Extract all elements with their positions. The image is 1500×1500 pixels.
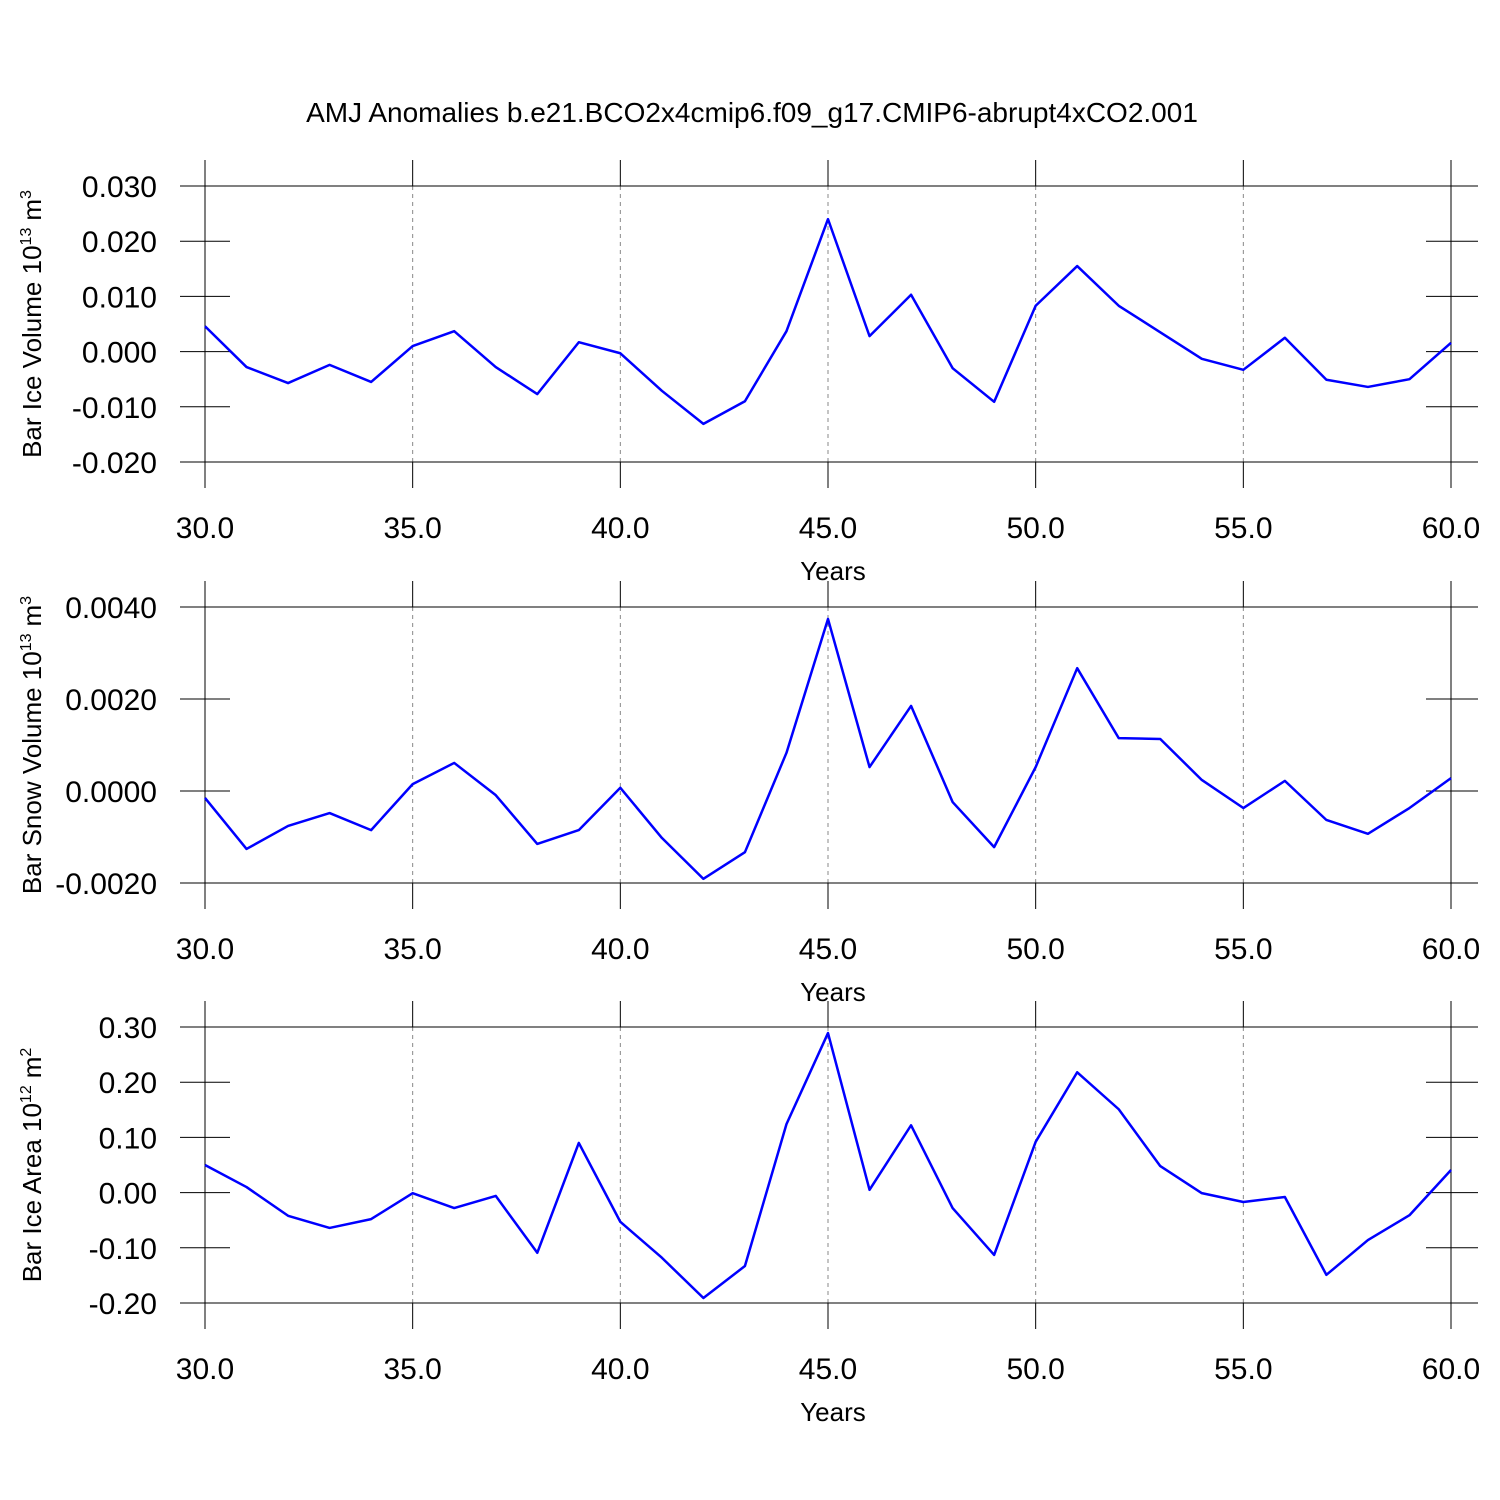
x-tick-label: 60.0: [1422, 933, 1480, 966]
y-tick-label: -0.0020: [55, 868, 157, 901]
x-tick-label: 60.0: [1422, 1353, 1480, 1386]
y-label-unit: m: [17, 1057, 47, 1079]
y-axis-label: Bar Ice Volume 1013 m3: [17, 190, 47, 458]
data-line: [204, 617, 1452, 881]
x-axis-label: Years: [800, 556, 866, 586]
y-label-exp: 13: [18, 228, 35, 246]
y-tick-label: 0.10: [99, 1122, 157, 1155]
x-tick-label: 55.0: [1214, 512, 1272, 545]
panel: 30.0 35.0 40.0 45.0 50.0 55.0 60.0 0.0040 0.0020…: [17, 581, 1480, 1007]
panel: 30.0 35.0 40.0 45.0 50.0 55.0 60.0 0.030 0.020 0.…: [17, 160, 1480, 586]
x-tick-label: 45.0: [799, 1353, 857, 1386]
x-tick-label: 40.0: [591, 933, 649, 966]
y-label-unit: m: [17, 199, 47, 221]
y-label-exp: 13: [18, 633, 35, 651]
panel: 30.0 35.0 40.0 45.0 50.0 55.0 60.0 0.30 0.20 0.10…: [17, 1001, 1480, 1427]
y-label-text: Bar Ice Area 10: [17, 1103, 47, 1282]
y-tick-label: -0.020: [72, 447, 157, 480]
y-tick-label: -0.10: [89, 1233, 157, 1266]
x-tick-label: 50.0: [1006, 933, 1064, 966]
data-line: [204, 1031, 1452, 1300]
x-tick-label: 30.0: [176, 1353, 234, 1386]
y-tick-label: 0.20: [99, 1067, 157, 1100]
x-axis-label: Years: [800, 1397, 866, 1427]
data-line: [204, 217, 1452, 426]
x-tick-label: 40.0: [591, 1353, 649, 1386]
x-tick-label: 40.0: [591, 512, 649, 545]
y-tick-label: 0.030: [82, 171, 157, 204]
x-tick-label: 55.0: [1214, 933, 1272, 966]
y-label-unit-exp: 2: [18, 1048, 35, 1057]
y-tick-label: -0.20: [89, 1288, 157, 1321]
y-tick-label: 0.010: [82, 281, 157, 314]
x-tick-label: 50.0: [1006, 512, 1064, 545]
y-label-text: Bar Snow Volume 10: [17, 651, 47, 894]
x-tick-label: 35.0: [383, 933, 441, 966]
x-axis-label: Years: [800, 977, 866, 1007]
y-label-unit-exp: 3: [18, 596, 35, 605]
y-tick-label: 0.000: [82, 337, 157, 370]
x-tick-label: 50.0: [1006, 1353, 1064, 1386]
y-axis-label: Bar Snow Volume 1013 m3: [17, 596, 47, 894]
y-axis-label: Bar Ice Area 1012 m2: [17, 1048, 47, 1283]
y-tick-label: 0.0040: [65, 592, 157, 625]
y-label-unit: m: [17, 605, 47, 627]
x-tick-label: 45.0: [799, 512, 857, 545]
y-label-unit-exp: 3: [18, 190, 35, 199]
y-tick-label: 0.30: [99, 1012, 157, 1045]
y-label-exp: 12: [18, 1085, 35, 1103]
x-tick-label: 60.0: [1422, 512, 1480, 545]
y-tick-label: 0.0020: [65, 684, 157, 717]
x-tick-label: 55.0: [1214, 1353, 1272, 1386]
x-tick-label: 35.0: [383, 1353, 441, 1386]
x-tick-label: 30.0: [176, 512, 234, 545]
y-label-text: Bar Ice Volume 10: [17, 245, 47, 457]
x-tick-label: 45.0: [799, 933, 857, 966]
y-tick-label: 0.0000: [65, 776, 157, 809]
x-tick-label: 35.0: [383, 512, 441, 545]
x-tick-label: 30.0: [176, 933, 234, 966]
y-tick-label: 0.020: [82, 226, 157, 259]
figure-title: AMJ Anomalies b.e21.BCO2x4cmip6.f09_g17.…: [306, 97, 1198, 128]
y-tick-label: -0.010: [72, 392, 157, 425]
y-tick-label: 0.00: [99, 1178, 157, 1211]
